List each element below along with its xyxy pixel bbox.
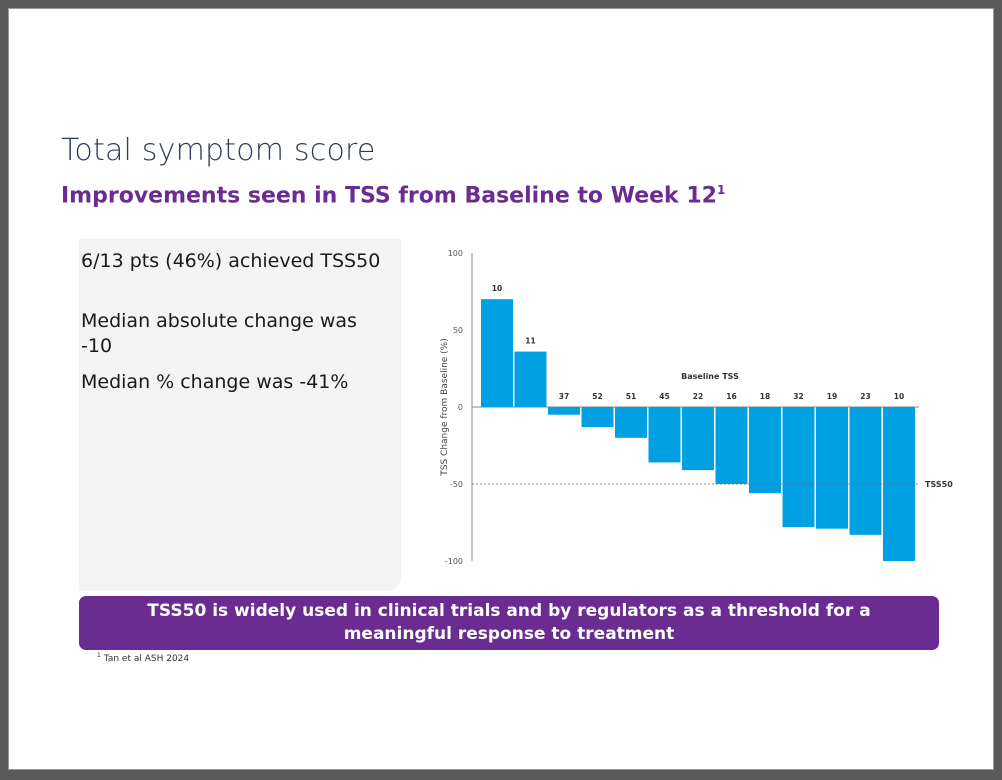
bar xyxy=(749,407,781,494)
page-title: Total symptom score xyxy=(61,133,376,168)
bar-label: 32 xyxy=(793,392,803,401)
bar xyxy=(715,407,748,484)
bar xyxy=(648,407,681,463)
summary-item-percent-change: Median % change was -41% xyxy=(81,371,349,393)
y-tick-label: -50 xyxy=(450,480,463,489)
bar xyxy=(615,407,647,438)
bar-label: 52 xyxy=(592,392,602,401)
summary-item-tss50: 6/13 pts (46%) achieved TSS50 xyxy=(81,250,381,272)
bar-label: 16 xyxy=(726,392,736,401)
bar-label: 19 xyxy=(827,392,837,401)
bar-label: 11 xyxy=(525,337,535,346)
callout-text: TSS50 is widely used in clinical trials … xyxy=(147,601,871,644)
y-tick-label: 100 xyxy=(448,249,463,258)
bar xyxy=(816,407,848,529)
bar xyxy=(682,407,714,471)
y-axis-label: TSS Change from Baseline (%) xyxy=(440,338,450,477)
y-tick-label: 50 xyxy=(453,326,463,335)
bar-label: 22 xyxy=(693,392,703,401)
bar-label: 45 xyxy=(659,392,669,401)
bar-label: 37 xyxy=(559,392,569,401)
summary-panel: 6/13 pts (46%) achieved TSS50 Median abs… xyxy=(79,239,401,591)
footnote-ref: 1 xyxy=(97,652,101,659)
bar xyxy=(514,351,547,407)
footnote-text: Tan et al ASH 2024 xyxy=(103,654,190,664)
footnote: 1 Tan et al ASH 2024 xyxy=(97,652,189,664)
baseline-tss-header: Baseline TSS xyxy=(681,372,739,381)
slide: Total symptom score Improvements seen in… xyxy=(8,8,994,770)
y-tick-label: -100 xyxy=(445,557,463,566)
tss50-reference-label: TSS50 xyxy=(925,480,953,489)
bar-label: 10 xyxy=(492,284,502,293)
subtitle-ref: 1 xyxy=(716,183,726,197)
bar xyxy=(581,407,614,428)
bar xyxy=(782,407,815,528)
waterfall-chart: TSS Change from Baseline (%) 100 50 0 -50 -1… xyxy=(440,249,953,566)
bar-label: 18 xyxy=(760,392,770,401)
bar-label: 10 xyxy=(894,392,904,401)
subtitle-text: Improvements seen in TSS from Baseline t… xyxy=(61,183,717,209)
callout-banner: TSS50 is widely used in clinical trials … xyxy=(79,596,939,650)
bar xyxy=(548,407,580,415)
bar xyxy=(883,407,915,561)
bar-label: 23 xyxy=(860,392,870,401)
summary-item-absolute-change: Median absolute change was -10 xyxy=(81,310,357,357)
subtitle: Improvements seen in TSS from Baseline t… xyxy=(61,183,725,208)
y-tick-label: 0 xyxy=(458,403,463,412)
bar xyxy=(849,407,882,535)
bar-label: 51 xyxy=(626,392,636,401)
bar xyxy=(481,299,513,407)
